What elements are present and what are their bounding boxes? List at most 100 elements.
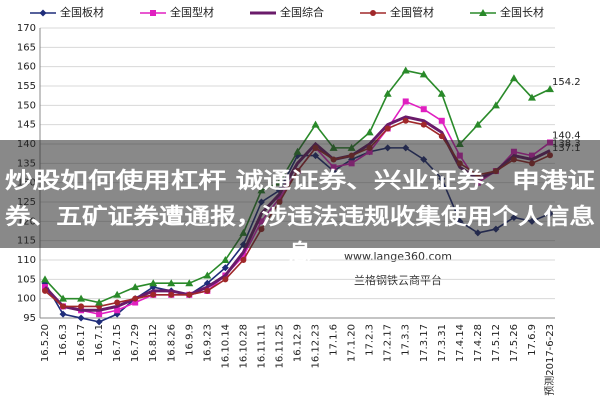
data-label: 140.4 (552, 130, 581, 141)
legend-label: 全国型材 (170, 5, 214, 19)
point (59, 310, 67, 318)
point (150, 291, 157, 298)
point (240, 257, 247, 263)
point (420, 106, 427, 113)
x-tick-label: 16.7.29 (130, 324, 141, 362)
overlay-text: 炒股如何使用杠杆 诚通证券、兴业证券、申港证 (5, 168, 595, 194)
x-tick-label: 16.10.14 (220, 324, 231, 369)
x-tick-label: 16.12.23 (311, 324, 322, 369)
y-tick-label: 170 (17, 23, 36, 34)
y-tick-label: 95 (23, 313, 36, 324)
legend-label: 全国长材 (500, 5, 544, 19)
x-tick-label: 16.10.28 (238, 324, 249, 369)
point (402, 98, 409, 105)
x-tick-label: 17.2.3 (365, 324, 376, 356)
point (311, 120, 320, 128)
data-label: 154.2 (552, 77, 581, 88)
point (114, 299, 121, 306)
point (527, 93, 536, 101)
point (42, 287, 48, 294)
point (473, 120, 482, 128)
point (132, 295, 139, 302)
x-tick-label: 17.1.20 (347, 324, 358, 362)
point (438, 133, 445, 140)
legend-label: 全国综合 (280, 5, 324, 19)
point (221, 264, 229, 272)
y-tick-label: 105 (17, 274, 36, 285)
y-tick-label: 160 (17, 62, 36, 73)
point (39, 9, 47, 17)
point (185, 279, 194, 287)
x-tick-label: 17.2.17 (383, 324, 394, 362)
point (437, 89, 446, 97)
x-tick-label: 17.5.26 (509, 324, 520, 362)
point (240, 253, 247, 260)
y-tick-label: 110 (17, 255, 36, 266)
point (113, 290, 122, 298)
point (77, 314, 85, 322)
y-tick-label: 145 (17, 120, 36, 131)
x-tick-label: 17.3.3 (401, 324, 412, 356)
legend-label: 全国管材 (390, 5, 434, 19)
x-tick-label: 16.9.23 (202, 324, 213, 362)
point (149, 279, 158, 287)
point (131, 283, 140, 291)
point (222, 276, 229, 283)
x-tick-label: 16.7.15 (112, 324, 123, 362)
x-tick-label: 16.9.9 (184, 324, 195, 356)
point (203, 271, 212, 279)
legend-label: 全国板材 (60, 5, 104, 19)
point (77, 294, 86, 302)
point (221, 256, 230, 263)
x-tick-label: 17.6.9 (527, 324, 538, 356)
x-tick-label: 16.12.9 (293, 324, 304, 362)
y-tick-label: 100 (17, 294, 36, 305)
overlay-text: 息 (289, 240, 311, 266)
y-tick-label: 150 (17, 100, 36, 111)
watermark: 兰格钢铁云商平台 (354, 273, 442, 287)
point (438, 117, 445, 124)
point (402, 117, 409, 124)
x-tick-label: 17.3.31 (437, 324, 448, 362)
x-tick-label: 17.1.6 (329, 324, 340, 356)
point (168, 291, 175, 298)
point (60, 303, 67, 310)
x-tick-label: 预测2017-6-23 (543, 324, 556, 396)
point (420, 121, 427, 128)
x-tick-label: 16.7.1 (94, 324, 105, 356)
x-tick-label: 16.6.3 (58, 324, 69, 356)
x-tick-label: 16.11.25 (274, 324, 285, 369)
x-tick-label: 17.3.17 (419, 324, 430, 362)
point (41, 275, 49, 283)
y-tick-label: 165 (17, 42, 36, 53)
point (365, 128, 374, 136)
point (491, 101, 500, 109)
x-tick-label: 16.5.20 (40, 324, 51, 362)
point (96, 311, 103, 318)
x-tick-label: 17.5.12 (491, 324, 502, 362)
y-tick-label: 155 (17, 81, 36, 92)
point (95, 318, 103, 326)
point (59, 294, 68, 302)
point (383, 89, 392, 97)
point (401, 66, 410, 74)
point (370, 10, 376, 16)
point (167, 279, 176, 287)
x-tick-label: 16.8.26 (166, 324, 177, 362)
point (114, 307, 121, 314)
point (509, 74, 518, 82)
point (150, 10, 156, 16)
point (384, 125, 391, 132)
overlay-banner (0, 140, 600, 248)
point (479, 9, 487, 16)
point (186, 291, 193, 298)
watermark: www.lange360.com (344, 250, 452, 263)
x-tick-label: 17.4.28 (473, 324, 484, 362)
overlay-text: 券、五矿证券遭通报，涉违法违规收集使用个人信息 (4, 204, 595, 230)
point (204, 287, 211, 294)
point (78, 303, 85, 310)
x-tick-label: 16.6.17 (76, 324, 87, 362)
x-tick-label: 17.4.14 (455, 324, 466, 362)
point (95, 298, 104, 306)
x-tick-label: 16.11.11 (256, 324, 267, 369)
